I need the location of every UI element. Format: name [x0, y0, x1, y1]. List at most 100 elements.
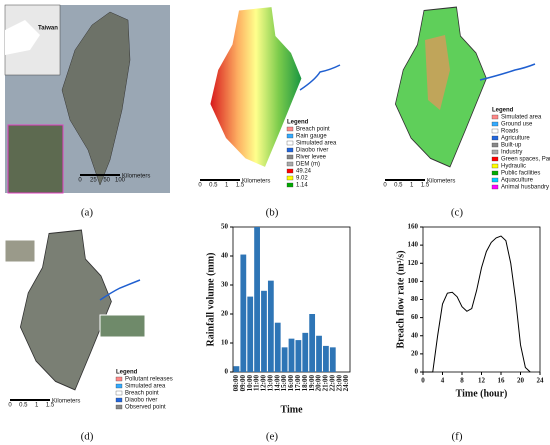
y-tick-label: 10	[221, 339, 229, 347]
legend-text: Pollutant releases	[125, 377, 173, 383]
legend-text: Diaobo river	[125, 398, 157, 404]
legend-swatch	[491, 177, 499, 183]
x-tick-label: 12	[478, 377, 486, 385]
scale-label: Kilometers	[242, 179, 270, 185]
legend-text: Industry	[501, 150, 522, 156]
panel-label: (d)	[81, 431, 94, 443]
legend-swatch	[491, 163, 499, 169]
legend-swatch	[115, 376, 123, 382]
y-tick-label: 80	[411, 295, 419, 303]
photo	[4, 239, 36, 263]
legend-text: Diaobo river	[296, 148, 328, 154]
x-tick-label: 17:00	[294, 375, 302, 392]
y-tick-label: 30	[221, 281, 229, 289]
x-tick-label: 4	[441, 377, 445, 385]
y-tick-label: 100	[408, 277, 419, 285]
legend-swatch	[286, 140, 294, 146]
scale-bar	[385, 179, 425, 181]
bar	[267, 280, 274, 372]
x-tick-label: 20	[517, 377, 525, 385]
y-tick-label: 140	[408, 241, 419, 249]
y-tick-label: 20	[221, 310, 229, 318]
scale-label: 50	[103, 178, 110, 184]
legend-text: Legend	[287, 120, 309, 126]
x-tick-label: 16:00	[287, 375, 295, 392]
legend-swatch	[286, 175, 294, 181]
island	[61, 11, 131, 186]
plot-frame	[422, 226, 541, 373]
x-tick-label: 20:00	[315, 375, 323, 392]
bar	[254, 227, 260, 372]
legend-text: Rain gauge	[296, 134, 327, 140]
x-tick-label: 24	[537, 377, 545, 385]
legend-swatch	[491, 142, 499, 148]
map-c	[394, 6, 536, 168]
bar	[274, 322, 281, 372]
scale-label: Kilometers	[52, 399, 80, 405]
legend-text: Aquaculture	[501, 178, 534, 184]
legend-swatch	[491, 156, 499, 162]
legend-swatch	[491, 170, 499, 176]
scale-label: 1	[410, 183, 414, 189]
built-up	[425, 35, 450, 110]
scale-label: 0.5	[394, 183, 403, 189]
panel-label: (c)	[451, 207, 464, 219]
x-tick-label: 0	[421, 377, 425, 385]
x-tick-label: 09:00	[239, 375, 247, 392]
legend-text: Taiwan	[38, 26, 58, 32]
legend-text: Green spaces, Parks	[501, 157, 550, 163]
river	[299, 64, 341, 91]
legend-swatch	[286, 126, 294, 132]
river	[479, 63, 536, 81]
x-tick-label: 08:00	[232, 375, 240, 392]
legend-text: River levee	[296, 155, 327, 161]
legend-swatch	[115, 404, 123, 410]
bar	[281, 347, 288, 372]
x-tick-label: 8	[460, 377, 464, 385]
scale-label: 1	[225, 183, 229, 189]
legend-swatch	[286, 147, 294, 153]
bar	[261, 290, 267, 372]
legend-swatch	[115, 383, 123, 389]
legend-text: Ground use	[501, 122, 533, 128]
bar	[240, 254, 247, 372]
x-axis-label: Time (hour)	[456, 388, 508, 399]
scale-label: Kilometers	[122, 174, 150, 180]
scale-bar	[200, 179, 240, 181]
legend-text: 49.24	[296, 169, 312, 175]
legend-text: Roads	[501, 129, 518, 135]
scale-label: 1.5	[46, 403, 55, 409]
legend-text: Public facilities	[501, 171, 540, 177]
scale-label: 0.5	[209, 183, 218, 189]
y-tick-label: 160	[408, 223, 419, 231]
scale-label: 0	[383, 183, 387, 189]
x-tick-label: 12:00	[260, 375, 268, 392]
y-tick-label: 120	[408, 259, 419, 267]
scale-bar	[80, 174, 120, 176]
map-d	[4, 229, 146, 391]
legend-swatch	[115, 397, 123, 403]
scale-label: 0	[198, 183, 202, 189]
legend-swatch	[491, 121, 499, 127]
legend-text: 9.02	[296, 176, 308, 182]
legend-text: Agriculture	[501, 136, 530, 142]
x-tick-label: 11:00	[253, 375, 261, 391]
panel-label: (b)	[266, 207, 279, 219]
line	[423, 235, 531, 373]
bar	[295, 340, 302, 372]
bar	[329, 347, 336, 372]
legend-text: Legend	[492, 108, 514, 114]
scale-label: 1.5	[236, 183, 245, 189]
y-tick-label: 20	[411, 349, 419, 357]
y-axis-label: Rainfall volume (mm)	[205, 253, 216, 347]
legend-text: Hydraulic	[501, 164, 526, 170]
panel-label: (e)	[266, 431, 279, 443]
panel-label: (f)	[452, 431, 463, 443]
y-tick-label: 60	[411, 313, 419, 321]
river	[99, 279, 141, 301]
legend-text: Built-up	[501, 143, 522, 149]
y-tick-label: 40	[221, 252, 229, 260]
scale-label: 0	[8, 403, 12, 409]
x-tick-label: 18:00	[301, 375, 309, 392]
y-tick-label: 40	[411, 331, 419, 339]
